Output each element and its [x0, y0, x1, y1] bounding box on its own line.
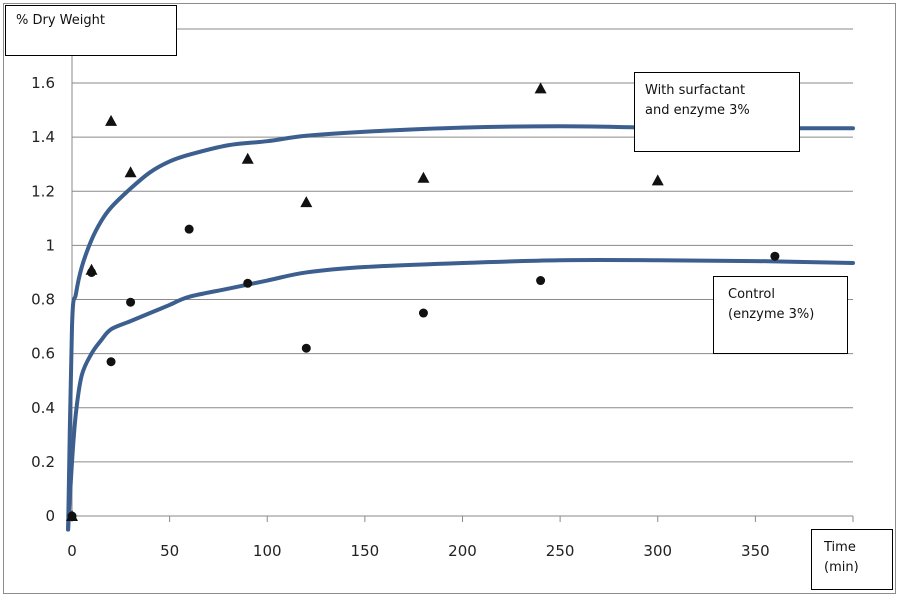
y-tick-label: 0.4 [31, 399, 55, 417]
fit-curve-1 [66, 124, 855, 532]
x-axis-label-box: Time (min) [811, 529, 893, 590]
y-axis-label: % Dry Weight [16, 13, 105, 28]
x-axis-label-line-2: (min) [824, 560, 859, 575]
x-tick-label: 250 [546, 542, 575, 560]
control-callout: Control (enzyme 3%) [713, 276, 848, 354]
control-callout-line-1: Control [728, 287, 775, 302]
circle-point [184, 224, 194, 234]
circle-point [770, 251, 780, 261]
circle-point [126, 297, 136, 307]
x-tick-labels: 0 50 100 150 200 250 300 350 [67, 542, 769, 560]
x-tick-label: 300 [643, 542, 672, 560]
x-axis-label-line-1: Time [824, 540, 856, 555]
data-points [66, 82, 780, 521]
y-tick-label: 1.6 [31, 74, 55, 92]
triangle-point [241, 152, 254, 164]
circle-point [301, 343, 311, 353]
y-tick-label: 0.6 [31, 345, 55, 363]
chart-frame [3, 3, 896, 594]
triangle-point [417, 171, 430, 183]
surfactant-callout: With surfactant and enzyme 3% [634, 72, 800, 152]
surfactant-callout-line-2: and enzyme 3% [645, 103, 750, 118]
circle-point [106, 357, 116, 367]
y-tick-label: 0.8 [31, 291, 55, 309]
x-tick-label: 350 [741, 542, 770, 560]
circle-point [87, 267, 97, 277]
x-tick-label: 50 [160, 542, 179, 560]
triangle-point [651, 174, 664, 186]
x-tick-label: 100 [253, 542, 282, 560]
y-axis-label-box: % Dry Weight [5, 5, 177, 56]
fit-curves [66, 124, 855, 532]
y-tick-label: 0.2 [31, 453, 55, 471]
triangle-point [534, 82, 547, 94]
circle-point [536, 276, 546, 286]
x-tick-label: 150 [351, 542, 380, 560]
x-tick-label: 0 [67, 542, 77, 560]
control-callout-line-2: (enzyme 3%) [728, 307, 815, 322]
circle-point [418, 308, 428, 318]
triangle-point [300, 196, 313, 208]
y-tick-label: 1 [45, 236, 55, 254]
y-tick-label: 1.4 [31, 128, 55, 146]
y-tick-label: 0 [45, 507, 55, 525]
surfactant-callout-line-1: With surfactant [645, 83, 746, 98]
circle-point [243, 278, 253, 288]
y-tick-label: 1.2 [31, 182, 55, 200]
x-tick-label: 200 [448, 542, 477, 560]
circle-point [67, 511, 77, 521]
fit-curve-2 [66, 258, 855, 532]
y-tick-labels: 0 0.2 0.4 0.6 0.8 1 1.2 1.4 1.6 [31, 74, 55, 525]
triangle-point [124, 166, 137, 178]
triangle-point [105, 114, 118, 126]
